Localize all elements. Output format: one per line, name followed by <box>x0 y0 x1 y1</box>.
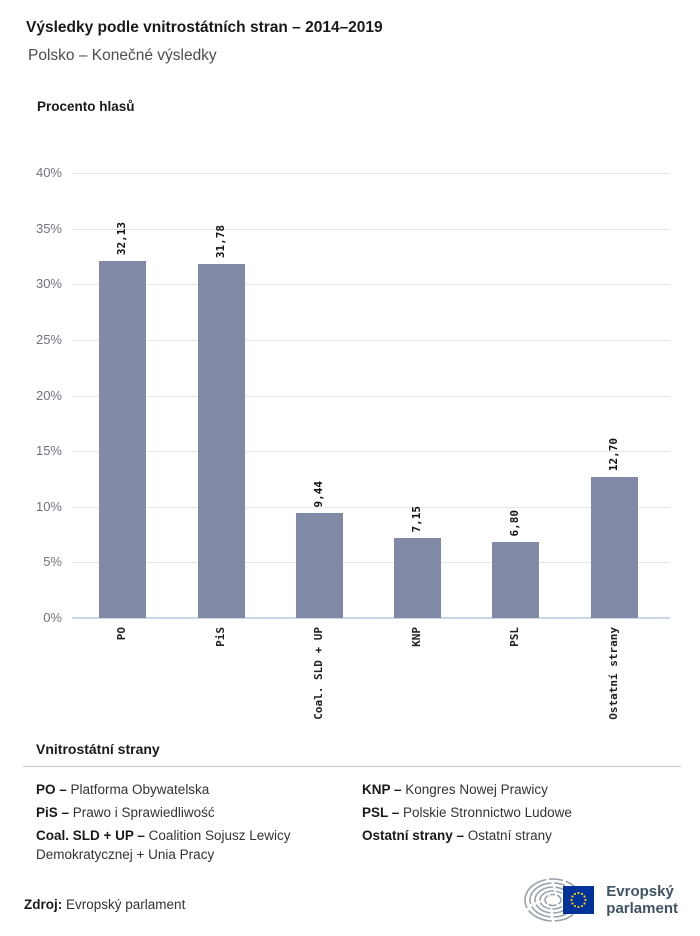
gridline <box>72 229 670 230</box>
bar <box>591 477 638 618</box>
page-subtitle: Polsko – Konečné výsledky <box>28 47 217 64</box>
logo-wordmark: Evropský parlament <box>606 883 678 918</box>
bar-value-label: 32,13 <box>115 221 128 255</box>
gridline <box>72 173 670 174</box>
bar <box>394 538 441 618</box>
gridline <box>72 284 670 285</box>
gridline <box>72 396 670 397</box>
bar-value-label: 6,80 <box>508 509 521 537</box>
legend-item-abbr: PO – <box>36 782 67 797</box>
legend-item: Coal. SLD + UP – Coalition Sojusz Lewicy… <box>36 826 362 864</box>
legend-column: PO – Platforma Obywatelska PiS – Prawo i … <box>36 780 362 868</box>
y-tick-label: 10% <box>35 499 62 514</box>
y-tick-label: 25% <box>35 332 62 347</box>
source-note: Zdroj: Evropský parlament <box>24 897 185 912</box>
x-category-label: PO <box>115 627 128 641</box>
x-axis-line <box>72 617 670 619</box>
bar <box>99 261 146 618</box>
eu-flag <box>563 886 595 914</box>
logo-line2: parlament <box>606 900 678 917</box>
logo-line1: Evropský <box>606 882 674 900</box>
page-title: Výsledky podle vnitrostátních stran – 20… <box>26 19 383 36</box>
y-tick-label: 15% <box>35 443 62 458</box>
legend-item-abbr: PiS – <box>36 805 70 820</box>
legend-item: KNP – Kongres Nowej Prawicy <box>362 780 681 799</box>
x-category-label: Ostatní strany <box>607 627 620 720</box>
hemicycle-flag-icon <box>524 878 595 922</box>
bar-value-label: 7,15 <box>410 505 423 533</box>
y-tick-label: 35% <box>35 221 62 236</box>
legend-item: PiS – Prawo i Sprawiedliwość <box>36 803 362 822</box>
legend-item-abbr: KNP – <box>362 782 402 797</box>
legend-item-name: Kongres Nowej Prawicy <box>401 782 548 797</box>
y-tick-label: 30% <box>35 276 62 291</box>
bar-value-label: 9,44 <box>312 480 325 508</box>
legend-item-name: Ostatní strany <box>464 828 552 843</box>
bar <box>492 542 539 618</box>
gridline <box>72 340 670 341</box>
legend-item-abbr: PSL – <box>362 805 400 820</box>
legend-columns: PO – Platforma Obywatelska PiS – Prawo i … <box>23 780 681 868</box>
bar <box>198 264 245 618</box>
legend-item: PO – Platforma Obywatelska <box>36 780 362 799</box>
x-category-label: KNP <box>410 627 423 647</box>
legend-item-abbr: Ostatní strany – <box>362 828 465 843</box>
legend-column: KNP – Kongres Nowej Prawicy PSL – Polskie… <box>362 780 681 868</box>
y-axis-title: Procento hlasů <box>37 99 135 114</box>
y-tick-label: 20% <box>35 388 62 403</box>
bar-value-label: 31,78 <box>214 224 227 258</box>
x-category-label: PSL <box>508 627 521 647</box>
source-text: Evropský parlament <box>66 897 186 912</box>
legend-item-name: Prawo i Sprawiedliwość <box>69 805 215 820</box>
source-label: Zdroj: <box>24 897 63 912</box>
legend-divider <box>23 766 681 767</box>
legend-title: Vnitrostátní strany <box>36 741 160 757</box>
eu-stars <box>570 891 587 909</box>
legend-item: PSL – Polskie Stronnictwo Ludowe <box>362 803 681 822</box>
legend-item-name: Polskie Stronnictwo Ludowe <box>399 805 572 820</box>
legend-item-name: Platforma Obywatelska <box>66 782 210 797</box>
legend-section: Vnitrostátní strany PO – Platforma Obywa… <box>23 741 681 868</box>
bar <box>296 513 343 618</box>
legend-item: Ostatní strany – Ostatní strany <box>362 826 681 845</box>
gridline <box>72 451 670 452</box>
y-tick-label: 5% <box>43 554 62 569</box>
plot-area: 0% 5% 10% 15% 20% 25% 30% 35% 40% 32,13 PO 31,78 PiS… <box>36 165 670 720</box>
x-category-label: Coal. SLD + UP <box>312 627 325 720</box>
legend-item-abbr: Coal. SLD + UP – <box>36 828 145 843</box>
gridline <box>72 562 670 563</box>
bar-value-label: 12,70 <box>607 437 620 471</box>
european-parliament-logo: Evropský parlament <box>523 876 678 924</box>
y-tick-label: 0% <box>43 610 62 625</box>
x-category-label: PiS <box>214 627 227 647</box>
y-tick-label: 40% <box>35 165 62 180</box>
legend-item-name: Coalition Sojusz Lewicy Demokratycznej +… <box>36 828 291 862</box>
gridline <box>72 507 670 508</box>
